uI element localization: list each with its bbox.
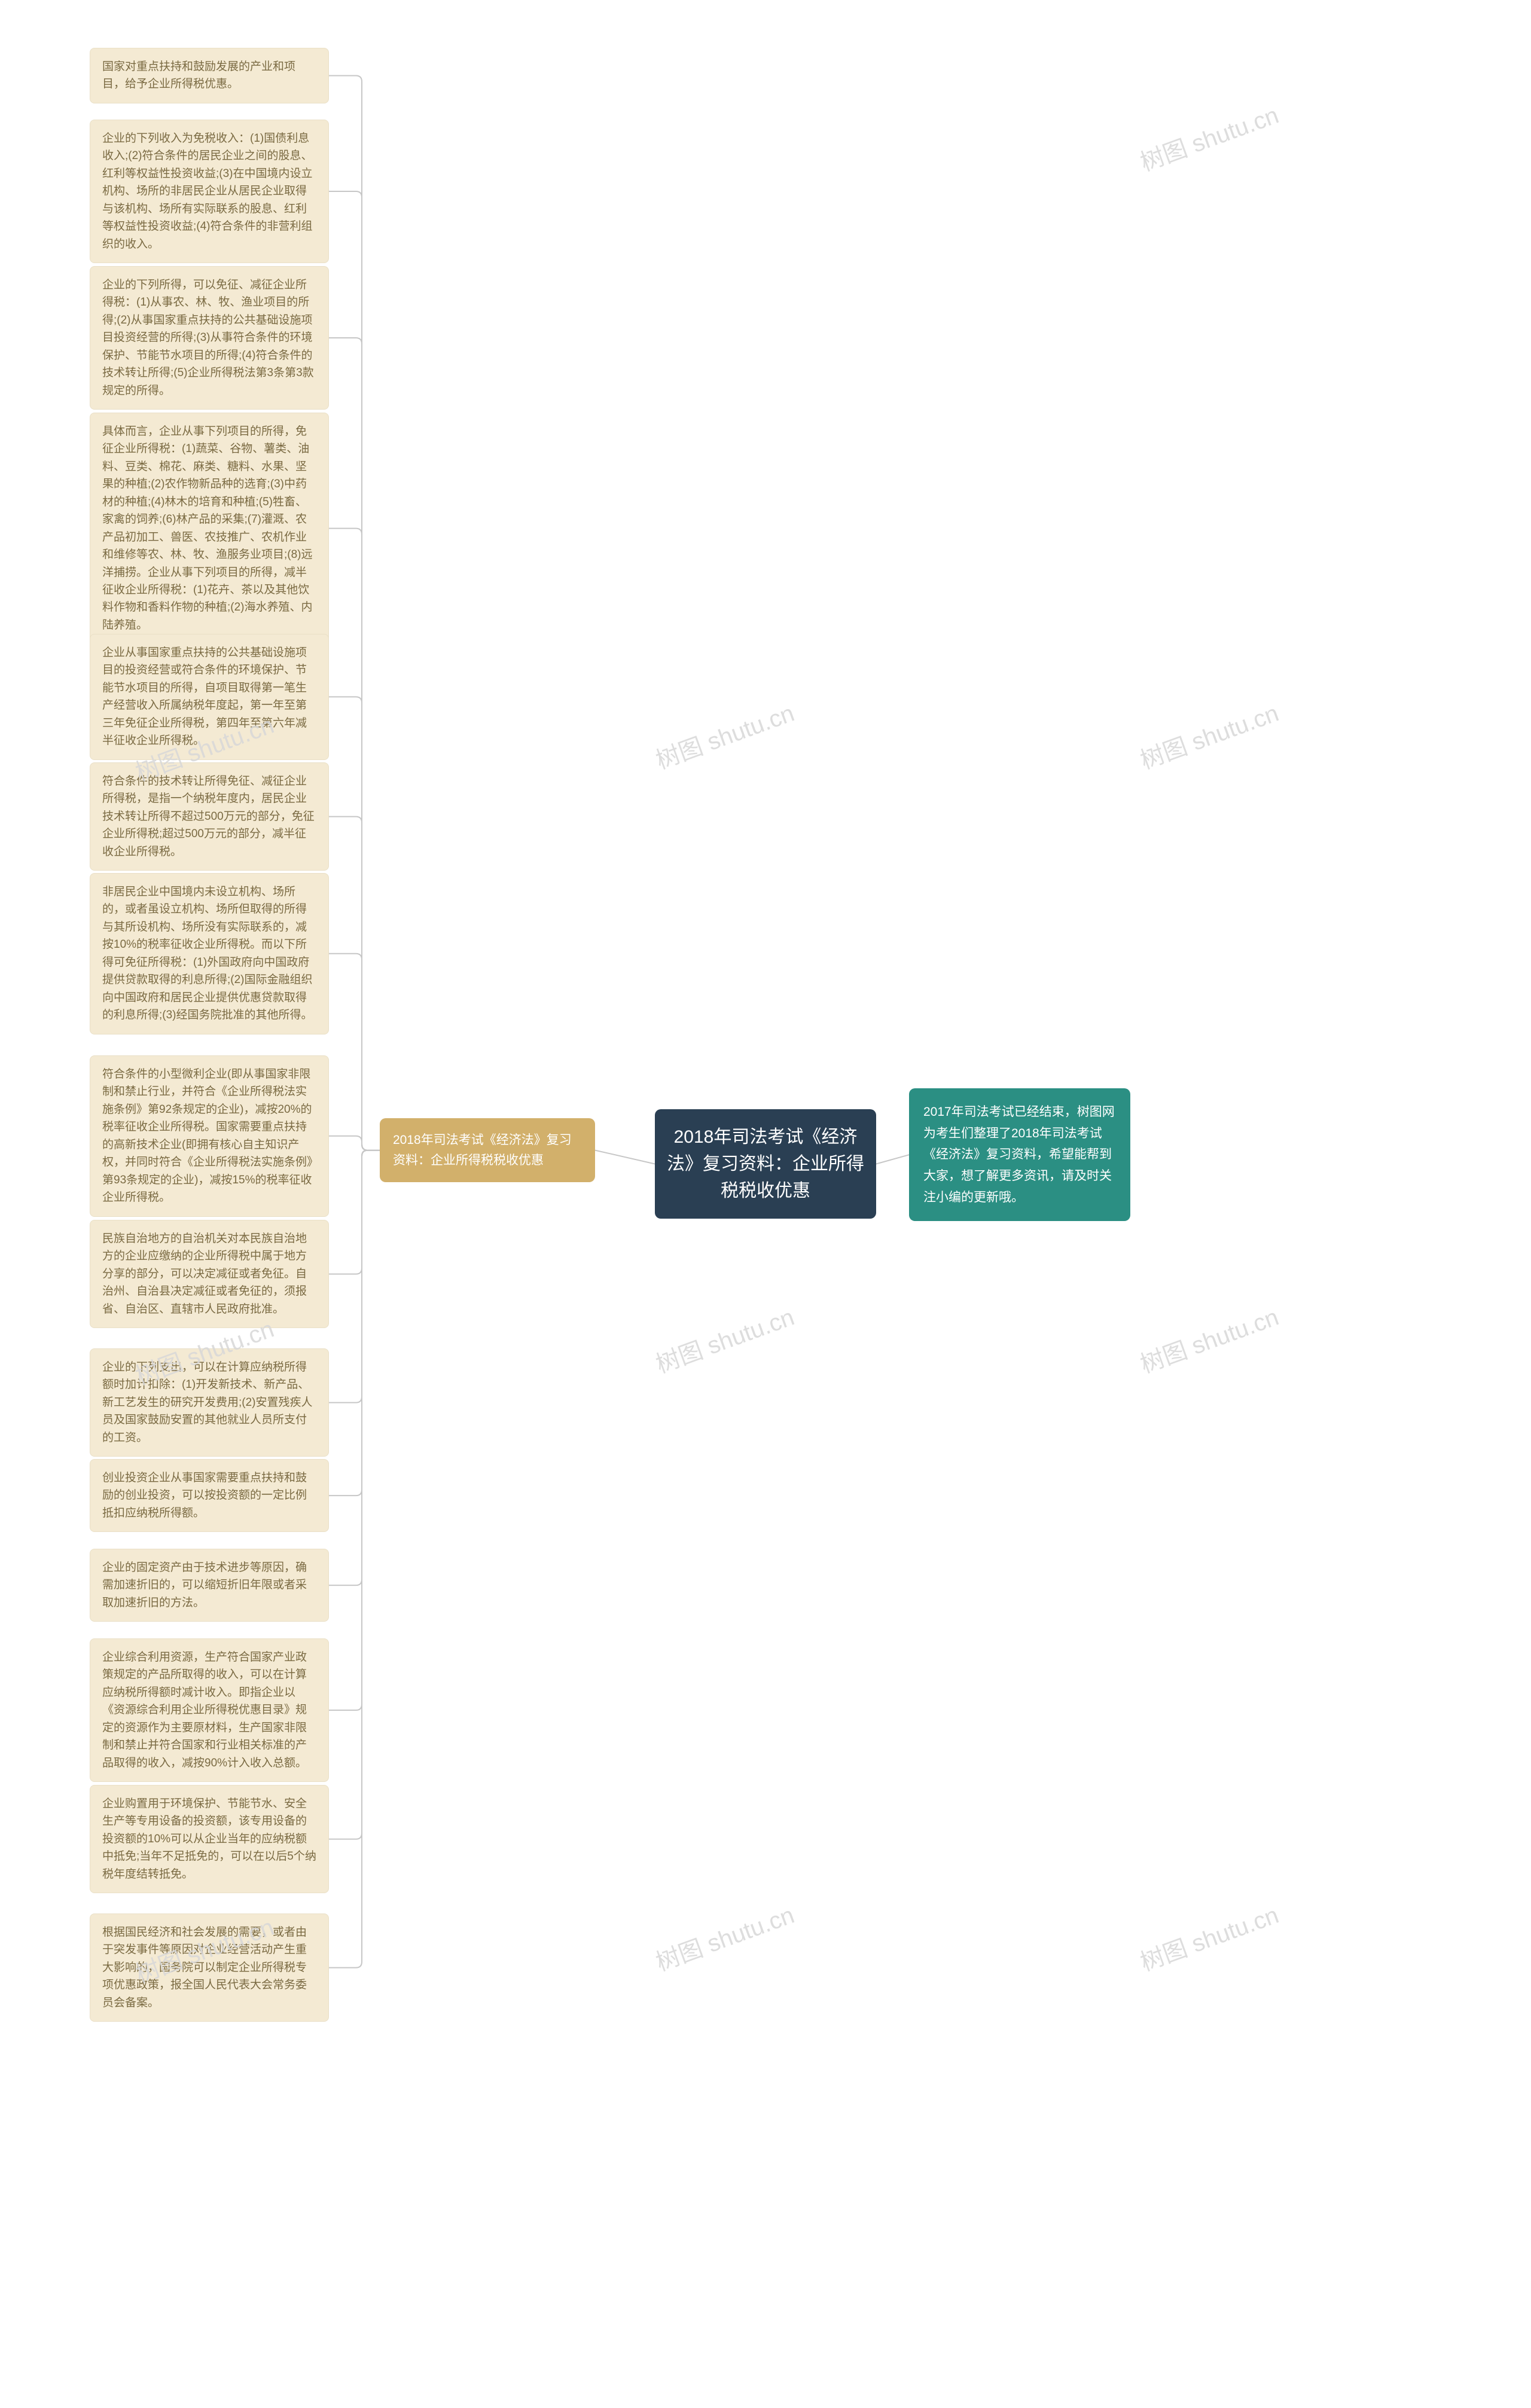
watermark-text: 树图 shutu.cn bbox=[1134, 694, 1283, 776]
mindmap-leaf[interactable]: 具体而言，企业从事下列项目的所得，免征企业所得税：(1)蔬菜、谷物、薯类、油料、… bbox=[90, 413, 329, 644]
left-child-text: 2018年司法考试《经济法》复习资料：企业所得税税收优惠 bbox=[393, 1133, 572, 1167]
leaf-text: 企业的下列收入为免税收入：(1)国债利息收入;(2)符合条件的居民企业之间的股息… bbox=[102, 132, 313, 251]
leaf-text: 企业的下列所得，可以免征、减征企业所得税：(1)从事农、林、牧、渔业项目的所得;… bbox=[102, 279, 314, 397]
watermark-text: 树图 shutu.cn bbox=[650, 694, 798, 776]
leaf-text: 企业购置用于环境保护、节能节水、安全生产等专用设备的投资额，该专用设备的投资额的… bbox=[102, 1797, 316, 1881]
root-text: 2018年司法考试《经济法》复习资料：企业所得税税收优惠 bbox=[667, 1127, 864, 1201]
mindmap-leaf[interactable]: 企业的固定资产由于技术进步等原因，确需加速折旧的，可以缩短折旧年限或者采取加速折… bbox=[90, 1549, 329, 1622]
mindmap-leaf[interactable]: 企业的下列支出，可以在计算应纳税所得额时加计扣除：(1)开发新技术、新产品、新工… bbox=[90, 1348, 329, 1457]
mindmap-leaf[interactable]: 符合条件的小型微利企业(即从事国家非限制和禁止行业，并符合《企业所得税法实施条例… bbox=[90, 1055, 329, 1217]
leaf-text: 民族自治地方的自治机关对本民族自治地方的企业应缴纳的企业所得税中属于地方分享的部… bbox=[102, 1232, 307, 1316]
leaf-text: 企业从事国家重点扶持的公共基础设施项目的投资经营或符合条件的环境保护、节能节水项… bbox=[102, 646, 307, 747]
leaf-text: 非居民企业中国境内未设立机构、场所的，或者虽设立机构、场所但取得的所得与其所设机… bbox=[102, 886, 313, 1021]
leaf-text: 国家对重点扶持和鼓励发展的产业和项目，给予企业所得税优惠。 bbox=[102, 60, 295, 90]
leaf-text: 符合条件的小型微利企业(即从事国家非限制和禁止行业，并符合《企业所得税法实施条例… bbox=[102, 1068, 313, 1204]
mindmap-left-child[interactable]: 2018年司法考试《经济法》复习资料：企业所得税税收优惠 bbox=[380, 1118, 595, 1182]
watermark-text: 树图 shutu.cn bbox=[1134, 1896, 1283, 1977]
watermark-text: 树图 shutu.cn bbox=[650, 1896, 798, 1977]
watermark-text: 树图 shutu.cn bbox=[1134, 1298, 1283, 1380]
mindmap-leaf[interactable]: 创业投资企业从事国家需要重点扶持和鼓励的创业投资，可以按投资额的一定比例抵扣应纳… bbox=[90, 1459, 329, 1532]
leaf-text: 根据国民经济和社会发展的需要，或者由于突发事件等原因对企业经营活动产生重大影响的… bbox=[102, 1926, 307, 2009]
mindmap-leaf[interactable]: 非居民企业中国境内未设立机构、场所的，或者虽设立机构、场所但取得的所得与其所设机… bbox=[90, 873, 329, 1034]
mindmap-leaf[interactable]: 国家对重点扶持和鼓励发展的产业和项目，给予企业所得税优惠。 bbox=[90, 48, 329, 103]
leaf-text: 符合条件的技术转让所得免征、减征企业所得税，是指一个纳税年度内，居民企业技术转让… bbox=[102, 775, 315, 858]
mindmap-leaf[interactable]: 企业综合利用资源，生产符合国家产业政策规定的产品所取得的收入，可以在计算应纳税所… bbox=[90, 1638, 329, 1782]
watermark-text: 树图 shutu.cn bbox=[650, 1298, 798, 1380]
mindmap-leaf[interactable]: 企业从事国家重点扶持的公共基础设施项目的投资经营或符合条件的环境保护、节能节水项… bbox=[90, 634, 329, 760]
mindmap-leaf[interactable]: 符合条件的技术转让所得免征、减征企业所得税，是指一个纳税年度内，居民企业技术转让… bbox=[90, 762, 329, 871]
leaf-text: 创业投资企业从事国家需要重点扶持和鼓励的创业投资，可以按投资额的一定比例抵扣应纳… bbox=[102, 1472, 307, 1519]
leaf-text: 具体而言，企业从事下列项目的所得，免征企业所得税：(1)蔬菜、谷物、薯类、油料、… bbox=[102, 425, 313, 631]
mindmap-leaf[interactable]: 企业购置用于环境保护、节能节水、安全生产等专用设备的投资额，该专用设备的投资额的… bbox=[90, 1785, 329, 1893]
mindmap-leaf[interactable]: 民族自治地方的自治机关对本民族自治地方的企业应缴纳的企业所得税中属于地方分享的部… bbox=[90, 1220, 329, 1328]
mindmap-root[interactable]: 2018年司法考试《经济法》复习资料：企业所得税税收优惠 bbox=[655, 1109, 876, 1219]
mindmap-leaf[interactable]: 根据国民经济和社会发展的需要，或者由于突发事件等原因对企业经营活动产生重大影响的… bbox=[90, 1913, 329, 2022]
mindmap-leaf[interactable]: 企业的下列所得，可以免征、减征企业所得税：(1)从事农、林、牧、渔业项目的所得;… bbox=[90, 266, 329, 410]
mindmap-right-child[interactable]: 2017年司法考试已经结束，树图网为考生们整理了2018年司法考试《经济法》复习… bbox=[909, 1088, 1130, 1221]
leaf-text: 企业的固定资产由于技术进步等原因，确需加速折旧的，可以缩短折旧年限或者采取加速折… bbox=[102, 1561, 307, 1609]
right-child-text: 2017年司法考试已经结束，树图网为考生们整理了2018年司法考试《经济法》复习… bbox=[923, 1105, 1115, 1204]
leaf-text: 企业综合利用资源，生产符合国家产业政策规定的产品所取得的收入，可以在计算应纳税所… bbox=[102, 1651, 307, 1769]
watermark-text: 树图 shutu.cn bbox=[1134, 96, 1283, 178]
mindmap-leaf[interactable]: 企业的下列收入为免税收入：(1)国债利息收入;(2)符合条件的居民企业之间的股息… bbox=[90, 120, 329, 263]
leaf-text: 企业的下列支出，可以在计算应纳税所得额时加计扣除：(1)开发新技术、新产品、新工… bbox=[102, 1361, 313, 1444]
